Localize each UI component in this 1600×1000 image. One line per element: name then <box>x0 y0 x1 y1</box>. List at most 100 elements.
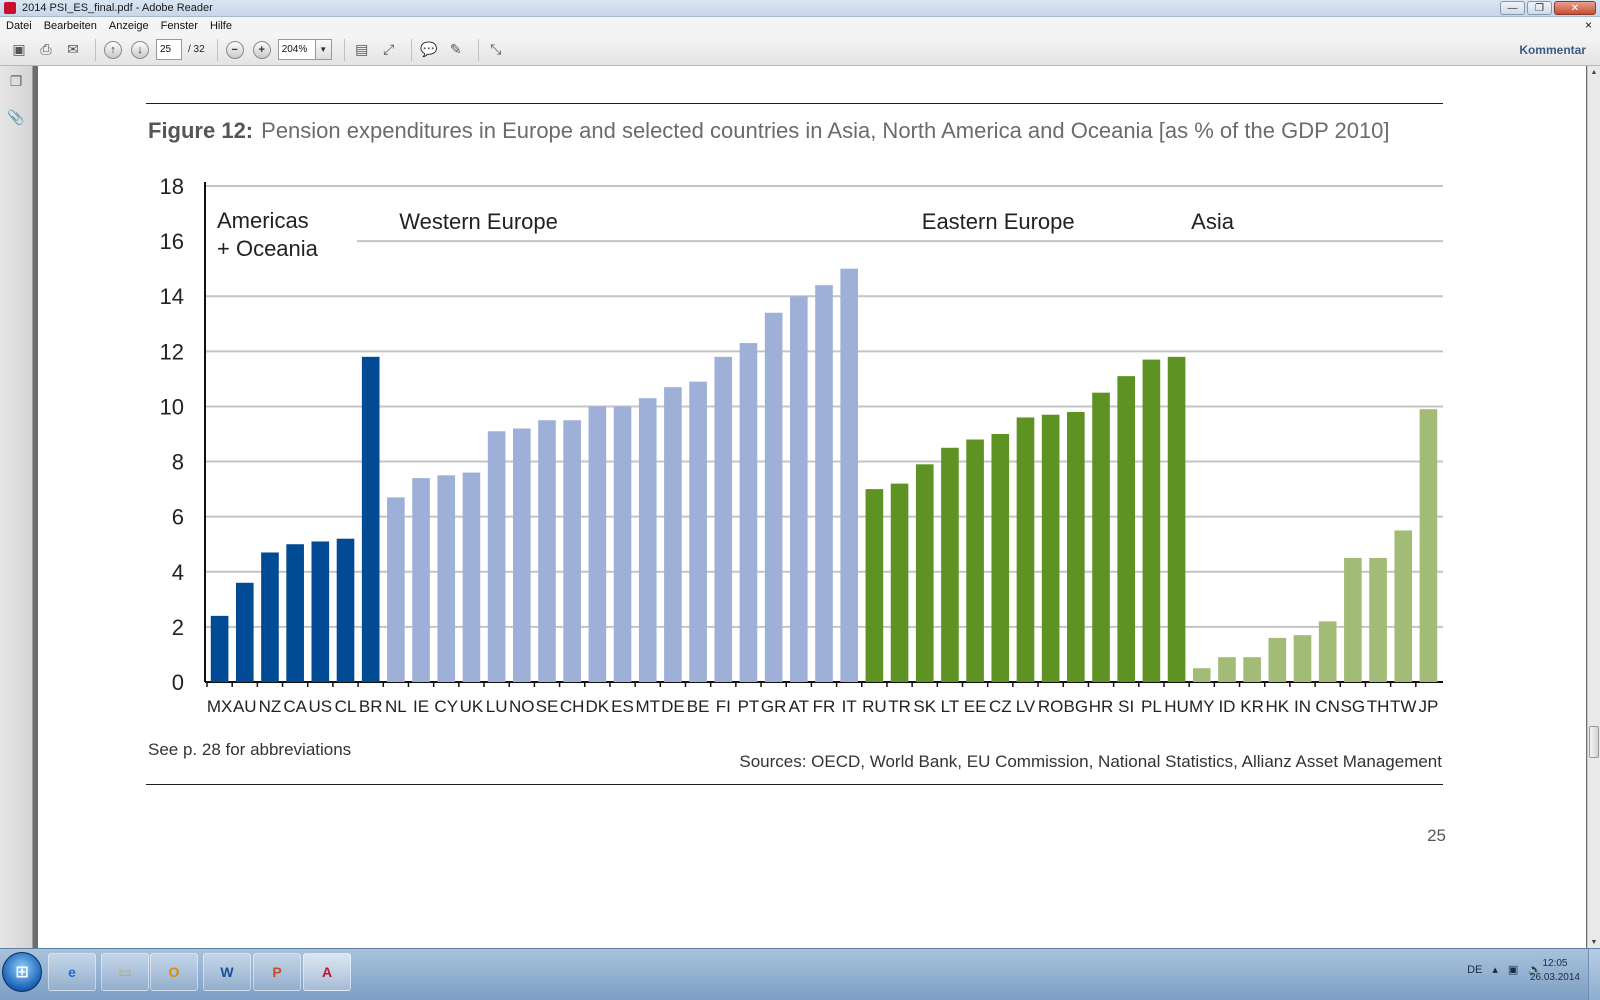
system-tray: DE ▴ ▣ 🔊 <box>1467 963 1542 977</box>
bar-SI <box>1117 376 1136 682</box>
bar-US <box>311 541 330 682</box>
bar-UK <box>462 472 481 682</box>
y-tick-label-8: 8 <box>172 450 184 475</box>
x-tick-label-IE: IE <box>413 697 429 716</box>
bar-MT <box>638 398 657 682</box>
window-title-bar: 2014 PSI_ES_final.pdf - Adobe Reader — ❐… <box>0 0 1600 17</box>
next-page-button[interactable]: ↓ <box>129 39 151 61</box>
vertical-scrollbar[interactable]: ▲ ▼ <box>1587 66 1600 948</box>
x-tick-label-JP: JP <box>1418 697 1438 716</box>
network-icon[interactable]: ▣ <box>1507 964 1519 976</box>
x-tick-label-ES: ES <box>611 697 634 716</box>
maximize-button[interactable]: ❐ <box>1527 1 1552 15</box>
zoom-dropdown-icon[interactable]: ▼ <box>315 39 332 60</box>
x-tick-label-SI: SI <box>1118 697 1134 716</box>
x-tick-label-TW: TW <box>1390 697 1416 716</box>
x-tick-label-BG: BG <box>1064 697 1089 716</box>
close-window-button[interactable]: ✕ <box>1554 1 1596 15</box>
x-tick-label-SE: SE <box>536 697 559 716</box>
page-number-input[interactable]: 25 <box>156 39 182 60</box>
fit-width-icon[interactable]: ⤢ <box>383 41 395 57</box>
email-icon[interactable]: ✉ <box>67 41 79 57</box>
fit-page-icon[interactable]: ▤ <box>355 41 369 57</box>
menu-fenster[interactable]: Fenster <box>160 19 198 32</box>
scrollbar-thumb[interactable] <box>1589 726 1599 758</box>
menu-bearbeiten[interactable]: Bearbeiten <box>43 19 97 32</box>
y-tick-label-2: 2 <box>172 615 184 640</box>
x-tick-label-DK: DK <box>586 697 610 716</box>
x-tick-label-PL: PL <box>1141 697 1162 716</box>
top-rule <box>146 103 1443 104</box>
x-tick-label-SK: SK <box>913 697 936 716</box>
x-tick-label-MY: MY <box>1189 697 1215 716</box>
x-tick-label-BR: BR <box>359 697 383 716</box>
word-icon[interactable]: W <box>203 953 251 991</box>
page-thumbnails-icon[interactable]: ❐ <box>9 72 23 89</box>
y-tick-label-4: 4 <box>172 560 184 585</box>
abbreviations-note: See p. 28 for abbreviations <box>148 740 352 759</box>
bar-PL <box>1142 359 1161 682</box>
adobe-reader-taskbar-icon[interactable]: A <box>303 953 351 991</box>
volume-icon[interactable]: 🔊 <box>1528 964 1542 976</box>
menu-datei[interactable]: Datei <box>6 19 32 32</box>
zoom-in-button[interactable]: + <box>251 39 273 61</box>
bottom-rule <box>146 784 1443 785</box>
zoom-out-button[interactable]: − <box>224 39 246 61</box>
scroll-down-icon[interactable]: ▼ <box>1590 938 1598 946</box>
minimize-button[interactable]: — <box>1500 1 1525 15</box>
group-label-3-0: Asia <box>1191 209 1235 234</box>
x-tick-label-LV: LV <box>1016 697 1036 716</box>
navigation-pane: ❐ 📎 <box>0 66 33 948</box>
plus-icon: + <box>252 40 271 59</box>
comment-panel-button[interactable]: Kommentar <box>1519 43 1586 57</box>
bar-AT <box>790 296 808 682</box>
bar-ID <box>1218 657 1236 682</box>
start-button[interactable]: ⊞ <box>2 952 42 992</box>
x-tick-label-CZ: CZ <box>989 697 1012 716</box>
zoom-level-input[interactable]: 204% <box>277 39 316 60</box>
powerpoint-icon[interactable]: P <box>253 953 301 991</box>
bar-CZ <box>991 434 1010 682</box>
x-tick-label-GR: GR <box>761 697 787 716</box>
taskbar: ⊞ e ▭ O W P A DE ▴ ▣ 🔊 12:05 26.03.2014 <box>0 948 1600 1000</box>
page-total: / 32 <box>188 44 205 55</box>
outlook-icon[interactable]: O <box>150 953 198 991</box>
tray-expand-icon[interactable]: ▴ <box>1492 964 1498 976</box>
file-explorer-icon[interactable]: ▭ <box>101 953 149 991</box>
bar-IT <box>840 268 858 682</box>
group-label-1-0: Western Europe <box>399 209 558 234</box>
close-document-icon[interactable]: × <box>1584 18 1592 32</box>
clock[interactable]: 12:05 26.03.2014 <box>1530 957 1580 985</box>
scroll-up-icon[interactable]: ▲ <box>1590 68 1598 76</box>
x-tick-label-KR: KR <box>1240 697 1264 716</box>
window-title: 2014 PSI_ES_final.pdf - Adobe Reader <box>22 2 213 14</box>
x-tick-label-BE: BE <box>687 697 710 716</box>
print-icon[interactable]: ⎙ <box>40 41 52 57</box>
menu-hilfe[interactable]: Hilfe <box>209 19 232 32</box>
language-indicator[interactable]: DE <box>1467 963 1483 976</box>
highlight-icon[interactable]: ✎ <box>449 41 462 57</box>
bar-SG <box>1344 558 1362 682</box>
x-tick-label-NL: NL <box>385 697 407 716</box>
previous-page-button[interactable]: ↑ <box>102 39 124 61</box>
sticky-note-icon[interactable]: 💬 <box>419 41 438 57</box>
menu-anzeige[interactable]: Anzeige <box>108 19 149 32</box>
bar-RO <box>1041 414 1060 682</box>
full-screen-icon[interactable]: ⤡ <box>490 41 502 57</box>
adobe-reader-icon <box>4 2 16 14</box>
bar-HU <box>1167 356 1186 682</box>
menu-bar: Datei Bearbeiten Anzeige Fenster Hilfe × <box>0 17 1600 34</box>
attachments-icon[interactable]: 📎 <box>7 108 25 125</box>
minus-icon: − <box>225 40 244 59</box>
save-icon[interactable]: ▣ <box>12 41 26 57</box>
bar-MY <box>1192 668 1211 682</box>
sources-text: Sources: OECD, World Bank, EU Commission… <box>739 752 1442 771</box>
bar-SE <box>538 420 556 682</box>
show-desktop-button[interactable] <box>1588 949 1600 1000</box>
bar-TH <box>1369 558 1387 682</box>
internet-explorer-icon[interactable]: e <box>48 953 96 991</box>
y-tick-label-10: 10 <box>160 394 184 419</box>
bar-MX <box>210 615 229 682</box>
pension-expenditure-bar-chart: 0 2 4 6 8 10 12 14 16 18 MX AU NZ CA US CL BR NL IE CY UK LU N… <box>160 174 1443 716</box>
x-tick-label-EE: EE <box>964 697 987 716</box>
